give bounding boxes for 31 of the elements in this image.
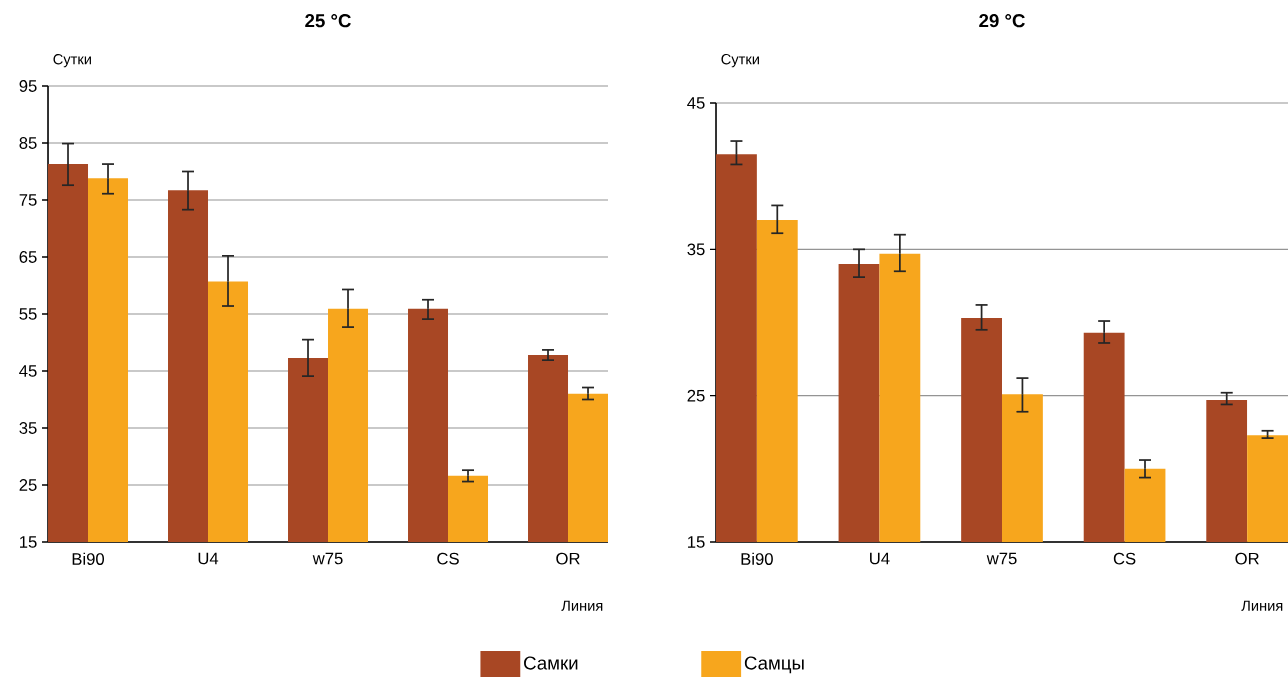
y-tick-label: 65 bbox=[19, 251, 37, 263]
x-tick-label: OR bbox=[556, 552, 580, 565]
x-tick-label: w75 bbox=[986, 552, 1017, 565]
x-tick-label: U4 bbox=[198, 552, 219, 565]
chart-title: 25 °C bbox=[305, 14, 351, 28]
legend-label: Самки bbox=[524, 656, 578, 670]
y-tick-label: 15 bbox=[688, 536, 705, 548]
x-tick-label: U4 bbox=[870, 552, 890, 565]
chart-title: 29 °C bbox=[979, 14, 1025, 28]
x-axis-title: Линия bbox=[561, 600, 603, 611]
y-tick-label: 15 bbox=[20, 536, 37, 548]
y-axis-title: Сутки bbox=[53, 54, 91, 68]
x-axis-title: Линия bbox=[1241, 600, 1283, 611]
x-tick-label: w75 bbox=[312, 552, 343, 565]
y-tick-label: 85 bbox=[19, 137, 37, 149]
y-tick-label: 25 bbox=[687, 389, 705, 402]
y-tick-label: 45 bbox=[687, 97, 705, 109]
x-tick-label: OR bbox=[1235, 552, 1259, 565]
y-axis-title: Сутки bbox=[721, 54, 759, 68]
x-tick-label: Bi90 bbox=[741, 552, 773, 565]
y-tick-label: 35 bbox=[687, 243, 705, 256]
x-tick-label: CS bbox=[1113, 552, 1136, 565]
y-tick-label: 55 bbox=[19, 308, 37, 320]
y-tick-label: 45 bbox=[19, 365, 37, 377]
y-tick-label: 25 bbox=[19, 479, 37, 491]
y-tick-label: 95 bbox=[19, 80, 37, 92]
x-tick-label: CS bbox=[437, 552, 459, 565]
x-tick-label: Bi90 bbox=[72, 552, 105, 565]
y-tick-label: 75 bbox=[19, 194, 37, 206]
legend-label: Самцы bbox=[744, 656, 804, 674]
y-tick-label: 35 bbox=[19, 422, 37, 434]
